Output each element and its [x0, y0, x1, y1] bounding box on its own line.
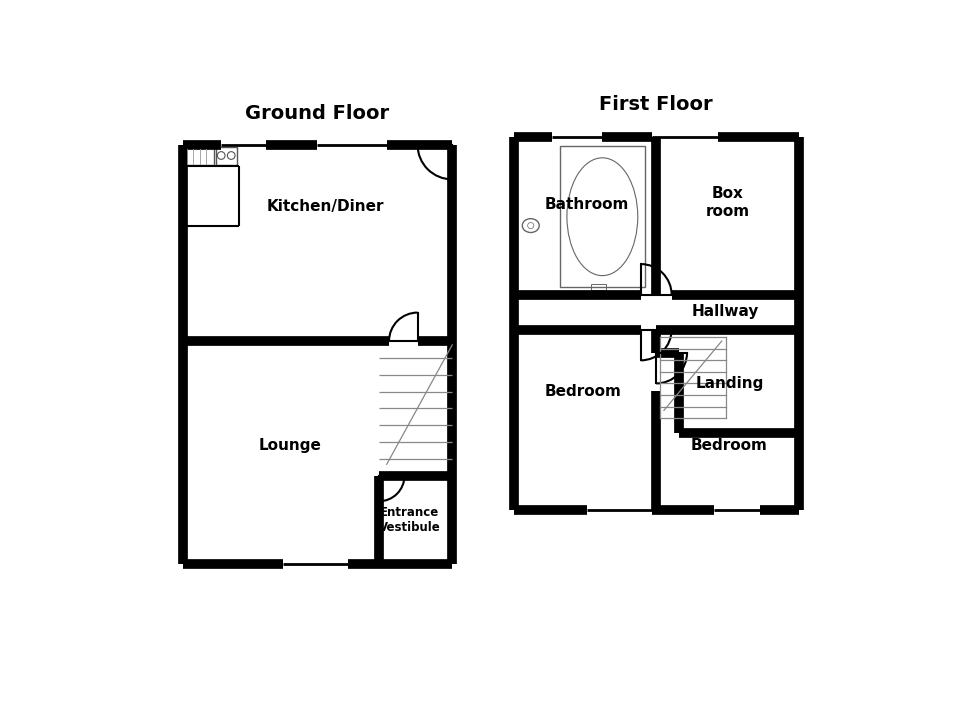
- Text: Entrance
Vestibule: Entrance Vestibule: [379, 506, 441, 534]
- Bar: [591, 284, 607, 290]
- Text: Bathroom: Bathroom: [545, 197, 629, 212]
- Text: Bedroom: Bedroom: [545, 384, 621, 399]
- Text: Landing: Landing: [695, 376, 763, 391]
- Bar: [185, 147, 215, 164]
- Text: Kitchen/Diner: Kitchen/Diner: [267, 199, 384, 214]
- Text: Hallway: Hallway: [692, 304, 760, 319]
- Text: Lounge: Lounge: [259, 438, 322, 453]
- Bar: [560, 146, 645, 287]
- Text: Ground Floor: Ground Floor: [245, 105, 389, 123]
- Bar: [216, 147, 237, 164]
- Text: Bedroom: Bedroom: [691, 438, 768, 453]
- Text: First Floor: First Floor: [600, 95, 713, 114]
- Text: Box
room: Box room: [706, 187, 750, 219]
